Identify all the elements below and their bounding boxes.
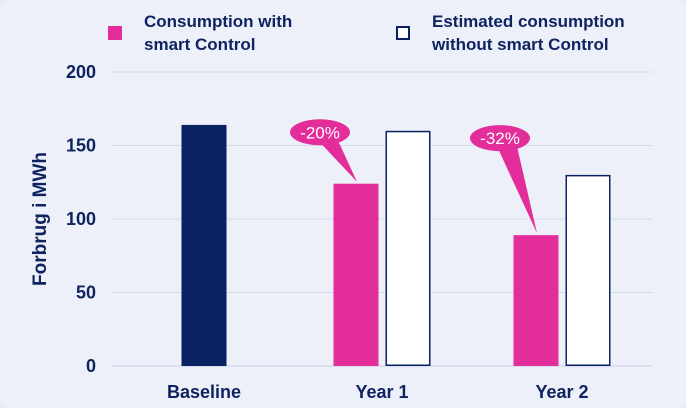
y-tick-label: 100 — [66, 209, 96, 229]
y-tick-label: 0 — [86, 356, 96, 376]
annotations: -20% -32% — [290, 119, 537, 234]
percent-badge: -20% — [290, 119, 357, 182]
bar-estimated — [385, 130, 431, 366]
y-tick-label: 50 — [76, 283, 96, 303]
bar-estimated — [565, 174, 611, 366]
bar-consumption — [513, 235, 559, 366]
percent-badge: -32% — [470, 125, 537, 234]
axis-labels: 0 50 100 150 200 Forbrug i MWh Baseline Year 1 Y… — [30, 62, 589, 402]
legend-label-consumption: Consumption with smart Control — [144, 12, 293, 54]
y-axis-title: Forbrug i MWh — [30, 152, 51, 286]
legend-label-estimated: Estimated consumption without smart Cont… — [432, 12, 625, 54]
percent-badge-label: -32% — [480, 129, 520, 148]
y-tick-label: 200 — [66, 62, 96, 82]
x-tick-label: Baseline — [167, 382, 241, 402]
x-tick-label: Year 2 — [535, 382, 588, 402]
x-tick-label: Year 1 — [355, 382, 408, 402]
bar-consumption — [333, 183, 379, 366]
legend-swatch-consumption — [108, 26, 122, 40]
legend-swatch-estimated — [396, 26, 410, 40]
y-tick-label: 150 — [66, 136, 96, 156]
legend-item-estimated: Estimated consumption without smart Cont… — [396, 10, 625, 56]
percent-badge-label: -20% — [300, 123, 340, 142]
bars — [181, 124, 611, 366]
bar-baseline — [181, 124, 227, 366]
legend-item-consumption: Consumption with smart Control — [108, 10, 292, 56]
